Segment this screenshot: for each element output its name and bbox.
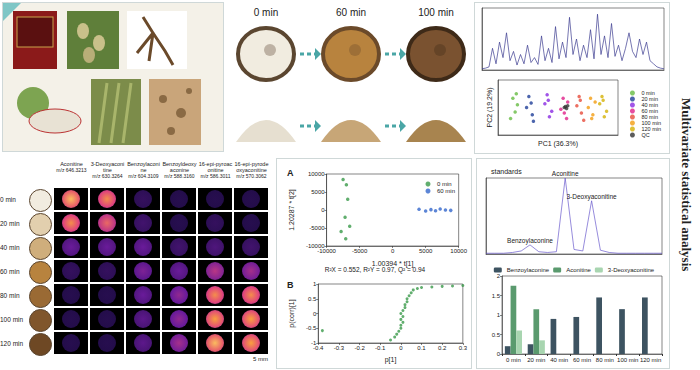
svg-text:60 min: 60 min — [573, 357, 591, 363]
svg-text:-5000: -5000 — [352, 248, 368, 254]
html-text:40 min: 40 min — [0, 244, 20, 251]
svg-text:0: 0 — [399, 345, 403, 351]
svg-text:-10000: -10000 — [317, 248, 336, 254]
svg-text:B: B — [287, 280, 294, 290]
svg-text:Aconitine: Aconitine — [552, 170, 579, 177]
svg-text:Benzoylaconine: Benzoylaconine — [507, 267, 550, 273]
html-text:16-epi-pyrodeoxyaconitine: 16-epi-pyrodeoxyaconitine — [234, 161, 269, 173]
svg-text:5000: 5000 — [419, 248, 433, 254]
svg-text:120 min: 120 min — [640, 357, 661, 363]
svg-text:60 min: 60 min — [437, 188, 455, 194]
svg-text:1: 1 — [497, 312, 501, 318]
svg-text:0.1: 0.1 — [417, 345, 426, 351]
svg-text:1: 1 — [313, 281, 317, 287]
html-text:m/z 604.3109: m/z 604.3109 — [128, 172, 159, 179]
svg-text:R²X = 0.552, R²Y = 0.97, Q² =: R²X = 0.552, R²Y = 0.97, Q² = 0.94 — [325, 266, 426, 274]
html-text:Benzoylaconine: Benzoylaconine — [127, 161, 160, 173]
svg-text:3-Deoxyaconitine: 3-Deoxyaconitine — [608, 267, 655, 273]
svg-text:40 min: 40 min — [641, 102, 658, 108]
html-text:Aconitine: Aconitine — [60, 161, 83, 167]
html-text:0 min: 0 min — [0, 196, 16, 203]
svg-text:standards: standards — [491, 168, 522, 175]
svg-text:-0.3: -0.3 — [334, 345, 345, 351]
svg-text:3-Deoxyaconitine: 3-Deoxyaconitine — [566, 193, 617, 201]
svg-text:Aconitine: Aconitine — [566, 267, 591, 273]
svg-text:-0.2: -0.2 — [354, 345, 365, 351]
svg-text:20 min: 20 min — [641, 96, 658, 102]
svg-text:p[1]: p[1] — [385, 356, 397, 364]
svg-text:-5000: -5000 — [309, 225, 325, 231]
svg-text:40 min: 40 min — [550, 357, 568, 363]
svg-text:5000: 5000 — [311, 189, 325, 195]
html-text:m/z 630.3264: m/z 630.3264 — [92, 172, 123, 179]
svg-text:0.5: 0.5 — [308, 296, 317, 302]
svg-text:0 min: 0 min — [506, 357, 521, 363]
svg-text:80 min: 80 min — [641, 114, 658, 120]
html-text:100 min: 100 min — [0, 316, 24, 323]
svg-text:-0.5: -0.5 — [306, 325, 317, 331]
html-text:60 min: 60 min — [0, 268, 20, 275]
svg-text:0 min: 0 min — [641, 90, 655, 96]
html-text:20 min: 20 min — [0, 220, 20, 227]
html-text:m/z 646.3213: m/z 646.3213 — [56, 166, 87, 173]
html-text:3-Deoxyaconitine: 3-Deoxyaconitine — [90, 161, 125, 173]
html-text:m/z 586.3011: m/z 586.3011 — [200, 172, 231, 179]
svg-text:A: A — [287, 168, 294, 178]
svg-text:-1: -1 — [310, 340, 317, 346]
svg-text:0 min: 0 min — [437, 181, 452, 187]
svg-text:60 min: 60 min — [641, 108, 658, 114]
svg-text:1.5: 1.5 — [492, 293, 501, 299]
svg-text:QC: QC — [641, 132, 649, 138]
svg-text:1.20287 * t[2]: 1.20287 * t[2] — [288, 189, 296, 231]
svg-text:2: 2 — [497, 273, 501, 279]
svg-text:120 min: 120 min — [641, 126, 661, 132]
svg-text:10000: 10000 — [450, 248, 467, 254]
svg-text:0 min: 0 min — [254, 7, 278, 18]
svg-text:0: 0 — [321, 207, 325, 213]
svg-text:100 min: 100 min — [617, 357, 638, 363]
html-text:120 min: 120 min — [0, 340, 24, 347]
svg-text:0: 0 — [391, 248, 395, 254]
html-text:Multivariate statistical analy: Multivariate statistical analysis — [679, 98, 694, 272]
svg-text:80 min: 80 min — [596, 357, 614, 363]
svg-text:0: 0 — [497, 351, 501, 357]
html-text:80 min: 80 min — [0, 292, 20, 299]
html-text:Benzoyldeoxyaconine: Benzoyldeoxyaconine — [162, 161, 197, 173]
svg-text:0.3: 0.3 — [459, 345, 468, 351]
svg-text:-0.4: -0.4 — [313, 345, 324, 351]
svg-text:1.00394 * t[1]: 1.00394 * t[1] — [372, 260, 414, 268]
html-text:m/z 570.3062: m/z 570.3062 — [236, 172, 267, 179]
svg-text:20 min: 20 min — [527, 357, 545, 363]
svg-text:10000: 10000 — [308, 171, 325, 177]
svg-text:0.2: 0.2 — [438, 345, 447, 351]
svg-text:-10000: -10000 — [305, 243, 325, 249]
svg-text:100 min: 100 min — [641, 120, 661, 126]
svg-text:PC1 (36.3%): PC1 (36.3%) — [538, 140, 578, 148]
svg-text:Benzoylaconine: Benzoylaconine — [507, 237, 553, 245]
svg-text:0: 0 — [313, 311, 317, 317]
svg-text:0.5: 0.5 — [492, 332, 501, 338]
html-text:16-epi-pyroaconitine: 16-epi-pyroaconitine — [198, 161, 233, 173]
svg-text:-0.1: -0.1 — [375, 345, 386, 351]
svg-text:60 min: 60 min — [336, 7, 366, 18]
html-text:m/z 588.3160: m/z 588.3160 — [164, 172, 195, 179]
html-text:5 mm: 5 mm — [253, 356, 268, 362]
svg-text:p(corr)[1]: p(corr)[1] — [288, 299, 296, 327]
svg-text:PC2 (19.2%): PC2 (19.2%) — [486, 87, 494, 127]
svg-text:100 min: 100 min — [418, 7, 454, 18]
